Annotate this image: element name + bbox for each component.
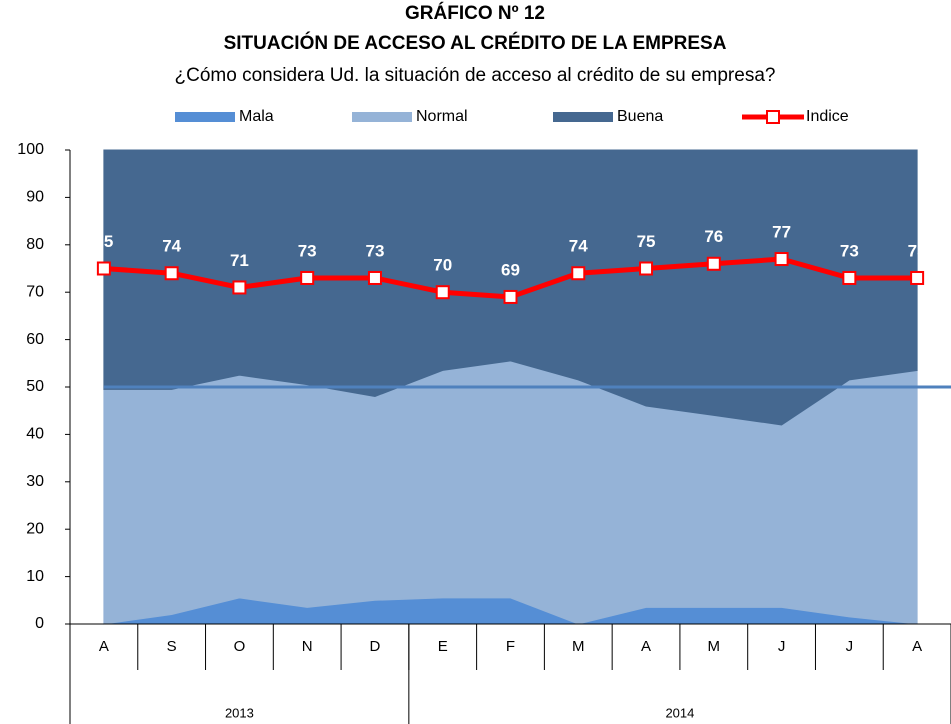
data-label: 77 [772,223,791,242]
y-tick-label: 20 [26,520,44,537]
y-tick-label: 10 [26,568,44,585]
marker [571,266,586,281]
chart-subtitle: SITUACIÓN DE ACCESO AL CRÉDITO DE LA EMP… [224,32,727,54]
marker [367,270,382,285]
x-tick-label: F [506,638,515,655]
x-tick-label: D [370,638,381,655]
y-tick-label: 100 [17,141,44,158]
legend-label: Indice [806,108,849,125]
legend-label: Normal [416,108,468,125]
data-label: 73 [840,241,859,260]
x-tick-label: M [572,638,585,655]
y-tick-label: 70 [26,283,44,300]
chart-title: GRÁFICO Nº 12 [405,2,545,24]
marker [842,270,857,285]
marker [774,252,789,267]
marker [435,285,450,300]
x-tick-label: N [302,638,313,655]
y-tick-label: 80 [26,236,44,253]
data-label: 69 [501,260,520,279]
y-tick-label: 60 [26,331,44,348]
x-tick-label: E [438,638,448,655]
y-tick-label: 90 [26,189,44,206]
marker [639,261,654,276]
data-label: 75 [94,232,113,251]
marker [910,270,925,285]
legend-swatch [553,112,613,122]
data-label: 70 [433,256,452,275]
data-label: 74 [162,237,181,256]
x-tick-label: J [778,638,786,655]
legend-label: Mala [239,108,274,125]
y-tick-label: 30 [26,473,44,490]
marker [300,270,315,285]
data-label: 75 [637,232,656,251]
legend-marker [766,110,780,124]
x-group-label: 2013 [225,705,254,720]
x-tick-label: M [708,638,721,655]
x-tick-label: J [846,638,854,655]
y-tick-label: 0 [35,615,44,632]
chart-question: ¿Cómo considera Ud. la situación de acce… [175,65,776,86]
y-tick-label: 50 [26,378,44,395]
marker [96,261,111,276]
marker [503,289,518,304]
marker [706,256,721,271]
marker [164,266,179,281]
x-tick-label: O [234,638,246,655]
x-tick-label: A [99,638,109,655]
data-label: 76 [704,227,723,246]
data-label: 71 [230,251,249,270]
legend-swatch [352,112,412,122]
data-label: 73 [908,241,927,260]
area [103,149,918,426]
x-tick-label: A [641,638,651,655]
legend-swatch [175,112,235,122]
x-tick-label: S [167,638,177,655]
data-label: 73 [298,241,317,260]
x-group-label: 2014 [665,705,694,720]
data-label: 73 [366,241,385,260]
marker [232,280,247,295]
x-tick-label: A [912,638,922,655]
y-tick-label: 40 [26,426,44,443]
legend-label: Buena [617,108,663,125]
data-label: 74 [569,237,588,256]
